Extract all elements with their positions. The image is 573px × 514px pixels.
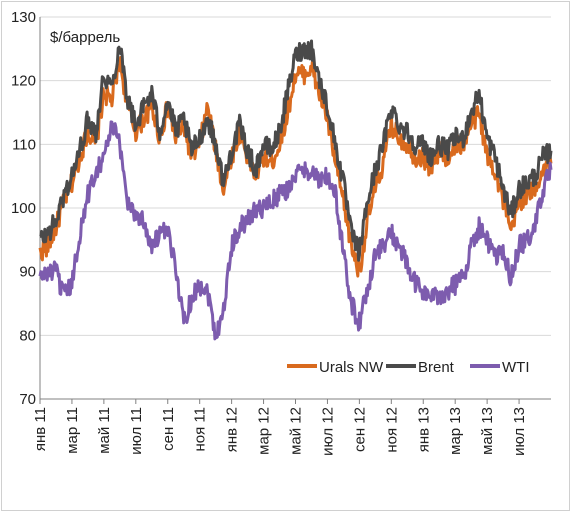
- x-tick-label: мар 13: [447, 407, 464, 455]
- y-axis-ticks: 70 80 90 100 110 120 130: [11, 9, 36, 408]
- y-tick-label: 90: [19, 264, 36, 281]
- series-lines: [38, 39, 553, 341]
- x-axis-ticks: янв 11 мар 11 май 11 июл 11 сен 11 ноя 11 янв …: [32, 399, 528, 456]
- y-tick-label: 130: [11, 9, 36, 26]
- x-tick-label: июл 12: [319, 407, 336, 456]
- x-tick-label: ноя 11: [192, 407, 209, 452]
- x-tick-label: ноя 12: [383, 407, 400, 453]
- y-tick-label: 80: [19, 327, 36, 344]
- y-tick-label: 70: [19, 391, 36, 408]
- legend-label: WTI: [502, 359, 530, 376]
- y-unit-label: $/баррель: [50, 29, 120, 46]
- x-tick-label: май 12: [288, 407, 305, 455]
- y-tick-label: 100: [11, 200, 36, 217]
- x-tick-label: июл 11: [128, 407, 145, 455]
- x-tick-label: сен 11: [160, 407, 177, 451]
- x-tick-label: июл 13: [511, 407, 528, 456]
- legend-label: Brent: [418, 359, 455, 376]
- legend: Urals NW Brent WTI: [287, 359, 530, 376]
- x-tick-label: янв 11: [32, 407, 49, 451]
- x-tick-label: янв 13: [415, 407, 432, 452]
- legend-label: Urals NW: [319, 359, 384, 376]
- y-tick-label: 120: [11, 73, 36, 90]
- x-tick-label: май 13: [479, 407, 496, 455]
- y-tick-label: 110: [12, 136, 36, 153]
- x-tick-label: мар 11: [64, 407, 81, 454]
- x-tick-label: май 11: [96, 407, 113, 454]
- series-line-wti: [38, 120, 553, 341]
- x-tick-label: янв 12: [224, 407, 241, 452]
- x-tick-label: сен 12: [351, 407, 368, 452]
- series-line-brent: [39, 39, 553, 262]
- x-tick-label: мар 12: [256, 407, 273, 455]
